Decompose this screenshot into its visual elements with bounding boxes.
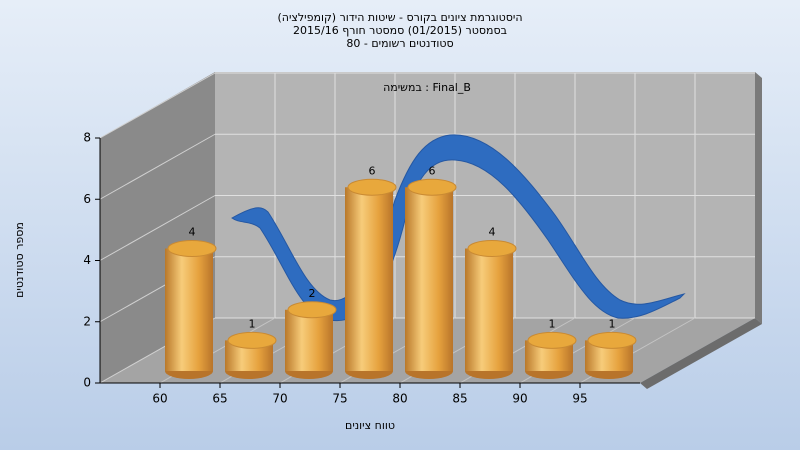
grid-line xyxy=(99,195,216,261)
x-tick-label: 95 xyxy=(572,392,587,406)
bar-top xyxy=(587,331,637,349)
data-label: 4 xyxy=(489,226,496,239)
data-label: 1 xyxy=(249,317,256,330)
data-label: 1 xyxy=(549,317,556,330)
grid-line xyxy=(99,72,216,139)
bar-top xyxy=(287,301,337,319)
data-label: 6 xyxy=(429,164,436,177)
chart-subtitle: בסמסטר (01/2015) סמסטר חורף 2015/16 xyxy=(293,24,507,37)
bar-top xyxy=(347,178,397,196)
x-tick-label: 65 xyxy=(212,392,227,406)
wall-edge xyxy=(755,72,762,324)
y-tick-label: 8 xyxy=(83,131,91,145)
x-tick-label: 75 xyxy=(332,392,347,406)
x-axis-label: טווח ציונים xyxy=(345,419,395,432)
y-tick-label: 6 xyxy=(83,192,91,206)
data-label: 4 xyxy=(189,226,196,239)
y-tick-label: 4 xyxy=(83,253,91,267)
bar xyxy=(285,309,333,371)
x-tick-label: 90 xyxy=(512,392,527,406)
y-axis-label: מספר סטודנטים xyxy=(13,222,26,298)
bar xyxy=(165,248,213,371)
data-label: 1 xyxy=(609,317,616,330)
y-tick-label: 0 xyxy=(83,376,91,390)
data-label: 2 xyxy=(309,287,316,300)
bar-top xyxy=(527,331,577,349)
floor-edge xyxy=(640,318,762,389)
x-tick-label: 70 xyxy=(272,392,287,406)
x-tick-label: 80 xyxy=(392,392,407,406)
bar-top xyxy=(227,331,277,349)
annotation: במשימה : Final_B xyxy=(383,81,471,94)
y-tick-label: 2 xyxy=(83,314,91,328)
x-tick-label: 85 xyxy=(452,392,467,406)
chart-subtitle: סטודנטים רשומים - 80 xyxy=(346,37,453,50)
x-tick-label: 60 xyxy=(152,392,167,406)
bar-top xyxy=(407,178,457,196)
bar xyxy=(345,187,393,371)
bar-top xyxy=(167,240,217,257)
bar xyxy=(405,187,453,371)
bar-top xyxy=(467,240,517,257)
bar xyxy=(465,248,513,371)
chart-title: היסטוגרמת ציונים בקורס - שיטות הידור (קו… xyxy=(277,11,522,24)
grid-line xyxy=(99,133,216,200)
data-label: 6 xyxy=(369,164,376,177)
